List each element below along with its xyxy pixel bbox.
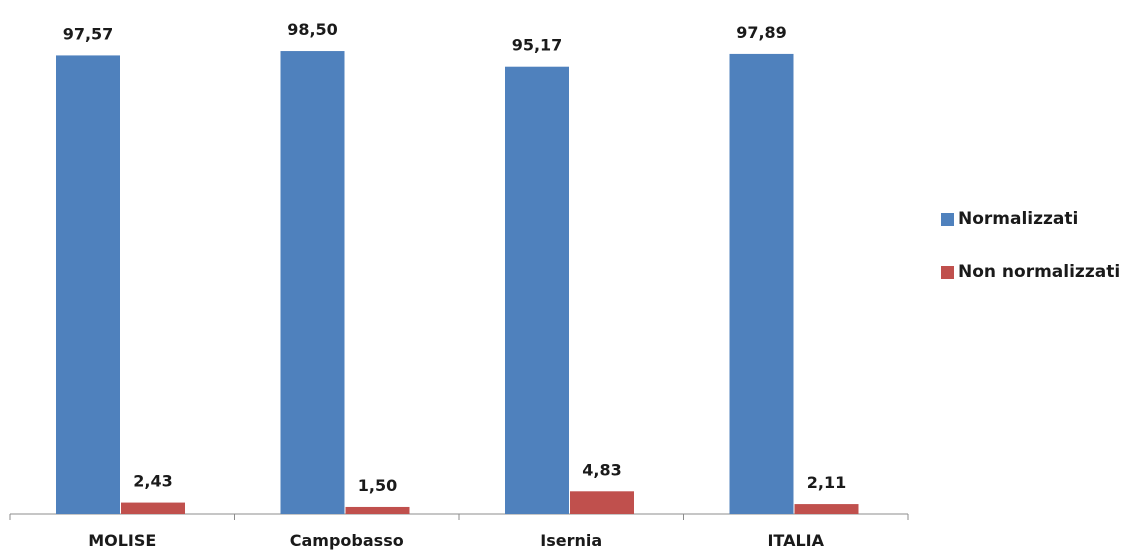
category-label-molise: MOLISE: [88, 531, 156, 550]
bar-non-normalizzati-isernia: [570, 491, 634, 514]
bar-non-normalizzati-italia: [794, 504, 859, 514]
data-label-non-normalizzati-isernia: 4,83: [582, 460, 621, 479]
data-label-normalizzati-campobasso: 98,50: [287, 20, 338, 39]
legend-swatch-non-normalizzati: [941, 265, 954, 279]
category-label-italia: ITALIA: [767, 531, 824, 550]
bar-non-normalizzati-campobasso: [345, 506, 410, 514]
data-label-non-normalizzati-italia: 2,11: [807, 473, 846, 492]
legend-label-non-normalizzati: Non normalizzati: [958, 262, 1121, 282]
legend-item-normalizzati: Normalizzati: [941, 208, 1120, 230]
bar-normalizzati-molise: [56, 55, 120, 515]
legend-item-non-normalizzati: Non normalizzati: [941, 261, 1120, 283]
category-label-campobasso: Campobasso: [290, 531, 404, 550]
data-label-normalizzati-isernia: 95,17: [512, 36, 563, 55]
legend-swatch-normalizzati: [941, 212, 954, 226]
category-label-isernia: Isernia: [540, 531, 602, 550]
data-label-normalizzati-italia: 97,89: [736, 23, 787, 42]
legend: Normalizzati Non normalizzati: [941, 208, 1120, 314]
data-label-non-normalizzati-molise: 2,43: [133, 472, 172, 491]
bar-normalizzati-isernia: [505, 66, 569, 515]
bar-normalizzati-campobasso: [280, 51, 345, 515]
legend-label-normalizzati: Normalizzati: [958, 209, 1079, 229]
bar-non-normalizzati-molise: [121, 502, 185, 514]
data-label-normalizzati-molise: 97,57: [63, 24, 114, 43]
data-label-non-normalizzati-campobasso: 1,50: [358, 476, 397, 495]
bar-normalizzati-italia: [729, 53, 794, 515]
